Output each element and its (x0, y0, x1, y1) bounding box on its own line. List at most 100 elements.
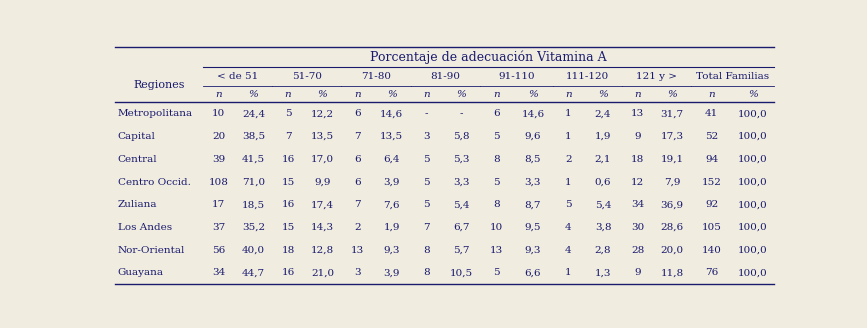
Text: 71,0: 71,0 (242, 177, 265, 187)
Text: 6,4: 6,4 (383, 155, 400, 164)
Text: 100,0: 100,0 (738, 223, 768, 232)
Text: 51-70: 51-70 (292, 72, 322, 81)
Text: 15: 15 (282, 177, 295, 187)
Text: 7: 7 (284, 132, 291, 141)
Text: 9,9: 9,9 (315, 177, 331, 187)
Text: 9,3: 9,3 (525, 246, 541, 255)
Text: Los Andes: Los Andes (118, 223, 172, 232)
Text: 1,9: 1,9 (383, 223, 400, 232)
Text: 7: 7 (423, 223, 430, 232)
Text: 36,9: 36,9 (661, 200, 684, 209)
Text: 18: 18 (631, 155, 644, 164)
Text: -: - (460, 109, 463, 118)
Text: 7: 7 (354, 200, 361, 209)
Text: 10: 10 (490, 223, 503, 232)
Text: n: n (284, 90, 291, 98)
Text: Metropolitana: Metropolitana (118, 109, 192, 118)
Text: 14,6: 14,6 (381, 109, 403, 118)
Text: %: % (249, 90, 258, 98)
Text: 1: 1 (565, 109, 571, 118)
Text: 8,7: 8,7 (525, 200, 541, 209)
Text: 5: 5 (493, 132, 500, 141)
Text: n: n (493, 90, 500, 98)
Text: 12,8: 12,8 (311, 246, 334, 255)
Text: 9,5: 9,5 (525, 223, 541, 232)
Text: 6: 6 (354, 109, 361, 118)
Text: Capital: Capital (118, 132, 156, 141)
Text: 5,4: 5,4 (595, 200, 611, 209)
Text: 15: 15 (282, 223, 295, 232)
Text: 38,5: 38,5 (242, 132, 265, 141)
Text: -: - (425, 109, 428, 118)
Text: %: % (528, 90, 538, 98)
Text: 20: 20 (212, 132, 225, 141)
Text: 100,0: 100,0 (738, 155, 768, 164)
Text: 2,4: 2,4 (595, 109, 611, 118)
Text: 4: 4 (565, 223, 571, 232)
Text: n: n (354, 90, 361, 98)
Text: 100,0: 100,0 (738, 200, 768, 209)
Text: 3: 3 (423, 132, 430, 141)
Text: 92: 92 (705, 200, 718, 209)
Text: n: n (635, 90, 641, 98)
Text: 5: 5 (423, 155, 430, 164)
Text: 3,9: 3,9 (383, 177, 400, 187)
Text: 28: 28 (631, 246, 644, 255)
Text: 24,4: 24,4 (242, 109, 265, 118)
Text: 1: 1 (565, 132, 571, 141)
Text: 20,0: 20,0 (661, 246, 684, 255)
Text: 12,2: 12,2 (311, 109, 334, 118)
Text: 17: 17 (212, 200, 225, 209)
Text: 41,5: 41,5 (242, 155, 265, 164)
Text: 9: 9 (635, 269, 641, 277)
Text: 5: 5 (493, 177, 500, 187)
Text: 31,7: 31,7 (661, 109, 684, 118)
Text: 40,0: 40,0 (242, 246, 265, 255)
Text: Zuliana: Zuliana (118, 200, 157, 209)
Text: 39: 39 (212, 155, 225, 164)
Text: 2: 2 (565, 155, 571, 164)
Text: 3: 3 (354, 269, 361, 277)
Text: 14,6: 14,6 (521, 109, 544, 118)
Text: 52: 52 (705, 132, 718, 141)
Text: 17,3: 17,3 (661, 132, 684, 141)
Text: Regiones: Regiones (134, 80, 185, 90)
Text: 34: 34 (631, 200, 644, 209)
Text: 17,0: 17,0 (311, 155, 334, 164)
Text: 2,8: 2,8 (595, 246, 611, 255)
Text: 4: 4 (565, 246, 571, 255)
Text: 8: 8 (423, 246, 430, 255)
Text: 1,9: 1,9 (595, 132, 611, 141)
Text: 6: 6 (354, 155, 361, 164)
Text: 100,0: 100,0 (738, 269, 768, 277)
Text: 19,1: 19,1 (661, 155, 684, 164)
Text: 21,0: 21,0 (311, 269, 334, 277)
Text: 13: 13 (490, 246, 503, 255)
Text: %: % (748, 90, 758, 98)
Text: 100,0: 100,0 (738, 246, 768, 255)
Text: 5: 5 (284, 109, 291, 118)
Text: 14,3: 14,3 (311, 223, 334, 232)
Text: 9,6: 9,6 (525, 132, 541, 141)
Text: 81-90: 81-90 (430, 72, 460, 81)
Text: 17,4: 17,4 (311, 200, 334, 209)
Text: 3,3: 3,3 (525, 177, 541, 187)
Text: 0,6: 0,6 (595, 177, 611, 187)
Text: 16: 16 (282, 200, 295, 209)
Text: Nor-Oriental: Nor-Oriental (118, 246, 186, 255)
Text: n: n (708, 90, 715, 98)
Text: 5: 5 (423, 177, 430, 187)
Text: Central: Central (118, 155, 158, 164)
Text: 6,6: 6,6 (525, 269, 541, 277)
Text: 3,9: 3,9 (383, 269, 400, 277)
Text: Guayana: Guayana (118, 269, 164, 277)
Text: Porcentaje de adecuación Vitamina A: Porcentaje de adecuación Vitamina A (370, 50, 607, 64)
Text: n: n (565, 90, 571, 98)
Text: n: n (423, 90, 430, 98)
Text: 13: 13 (350, 246, 364, 255)
Text: 13,5: 13,5 (381, 132, 403, 141)
Text: 16: 16 (282, 269, 295, 277)
Text: 9: 9 (635, 132, 641, 141)
Text: 35,2: 35,2 (242, 223, 265, 232)
Text: 2: 2 (354, 223, 361, 232)
